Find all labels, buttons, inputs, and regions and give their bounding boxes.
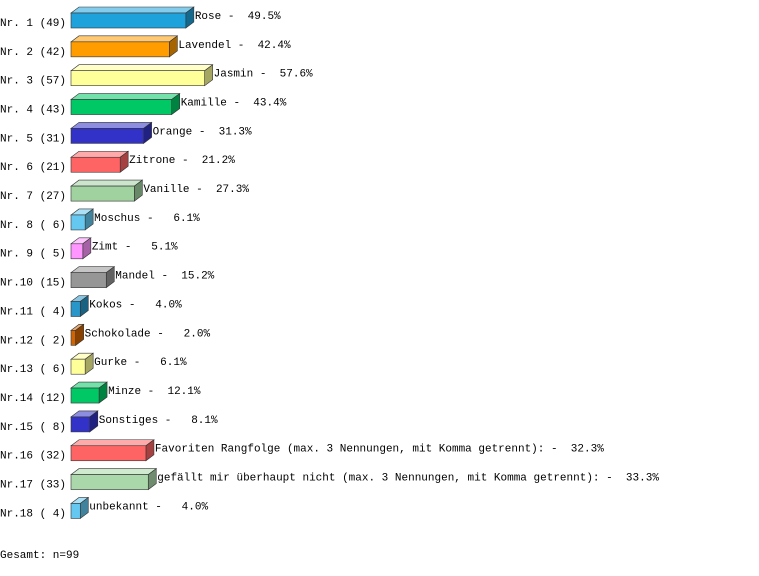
bar [70, 272, 107, 288]
category-label: Nr. 7 (27) [0, 191, 66, 203]
category-label: Nr.12 ( 2) [0, 335, 66, 347]
value-label: Kamille - 43.4% [181, 97, 287, 109]
bar-top [70, 468, 158, 475]
bar [70, 330, 76, 346]
bar [70, 41, 170, 58]
category-label: Nr.15 ( 8) [0, 422, 66, 434]
category-label: Nr. 5 (31) [0, 133, 66, 145]
bar [70, 70, 205, 86]
bar [70, 474, 149, 490]
value-label: Zimt - 5.1% [92, 242, 178, 254]
bar [70, 416, 91, 433]
value-label: Moschus - 6.1% [94, 213, 200, 225]
value-label: Jasmin - 57.6% [214, 69, 313, 81]
bar-top [70, 179, 144, 187]
category-label: Nr.16 (32) [0, 451, 66, 463]
footer: Gesamt: n=99 [0, 550, 79, 562]
category-label: Nr. 1 (49) [0, 18, 66, 30]
bar-top [70, 122, 153, 129]
value-label: Sonstiges - 8.1% [99, 415, 218, 427]
category-label: Nr.11 ( 4) [0, 306, 66, 318]
value-label: Kokos - 4.0% [89, 299, 182, 311]
bar [70, 185, 135, 202]
value-label: unbekannt - 4.0% [89, 501, 208, 513]
category-label: Nr. 8 ( 6) [0, 220, 66, 232]
bar [70, 99, 172, 115]
value-label: Minze - 12.1% [108, 386, 201, 398]
bar [70, 301, 81, 317]
value-label: Lavendel - 42.4% [178, 40, 291, 52]
category-label: Nr.18 ( 4) [0, 508, 66, 520]
category-label: Nr.17 (33) [0, 480, 66, 492]
value-label: Schokolade - 2.0% [85, 328, 211, 340]
category-label: Nr. 6 (21) [0, 162, 66, 174]
bar [70, 214, 86, 231]
bar [70, 445, 147, 462]
value-label: Zitrone - 21.2% [129, 155, 235, 167]
value-label: Vanille - 27.3% [143, 184, 249, 196]
bar [70, 358, 86, 375]
category-label: Nr. 4 (43) [0, 104, 66, 116]
value-label: Favoriten Rangfolge (max. 3 Nennungen, m… [155, 444, 604, 456]
bar-top [70, 439, 155, 447]
bar-top [70, 35, 179, 43]
bar-top [70, 93, 181, 100]
value-label: Rose - 49.5% [195, 11, 281, 23]
bar [70, 243, 84, 260]
bar-top [70, 6, 195, 14]
value-label: Mandel - 15.2% [115, 271, 214, 283]
category-label: Nr.13 ( 6) [0, 364, 66, 376]
category-label: Nr. 2 (42) [0, 47, 66, 59]
category-label: Nr. 9 ( 5) [0, 249, 66, 261]
category-label: Nr.10 (15) [0, 278, 66, 290]
category-label: Nr.14 (12) [0, 393, 66, 405]
category-label: Nr. 3 (57) [0, 76, 66, 88]
bar-top [70, 150, 130, 158]
bar [70, 503, 81, 519]
value-label: gefällt mir überhaupt nicht (max. 3 Nenn… [157, 473, 659, 485]
value-label: Gurke - 6.1% [94, 357, 187, 369]
value-label: Orange - 31.3% [153, 126, 252, 138]
bar [70, 156, 121, 173]
bar [70, 128, 144, 144]
bar-top [70, 64, 214, 71]
bar [70, 12, 187, 29]
bar [70, 387, 100, 404]
